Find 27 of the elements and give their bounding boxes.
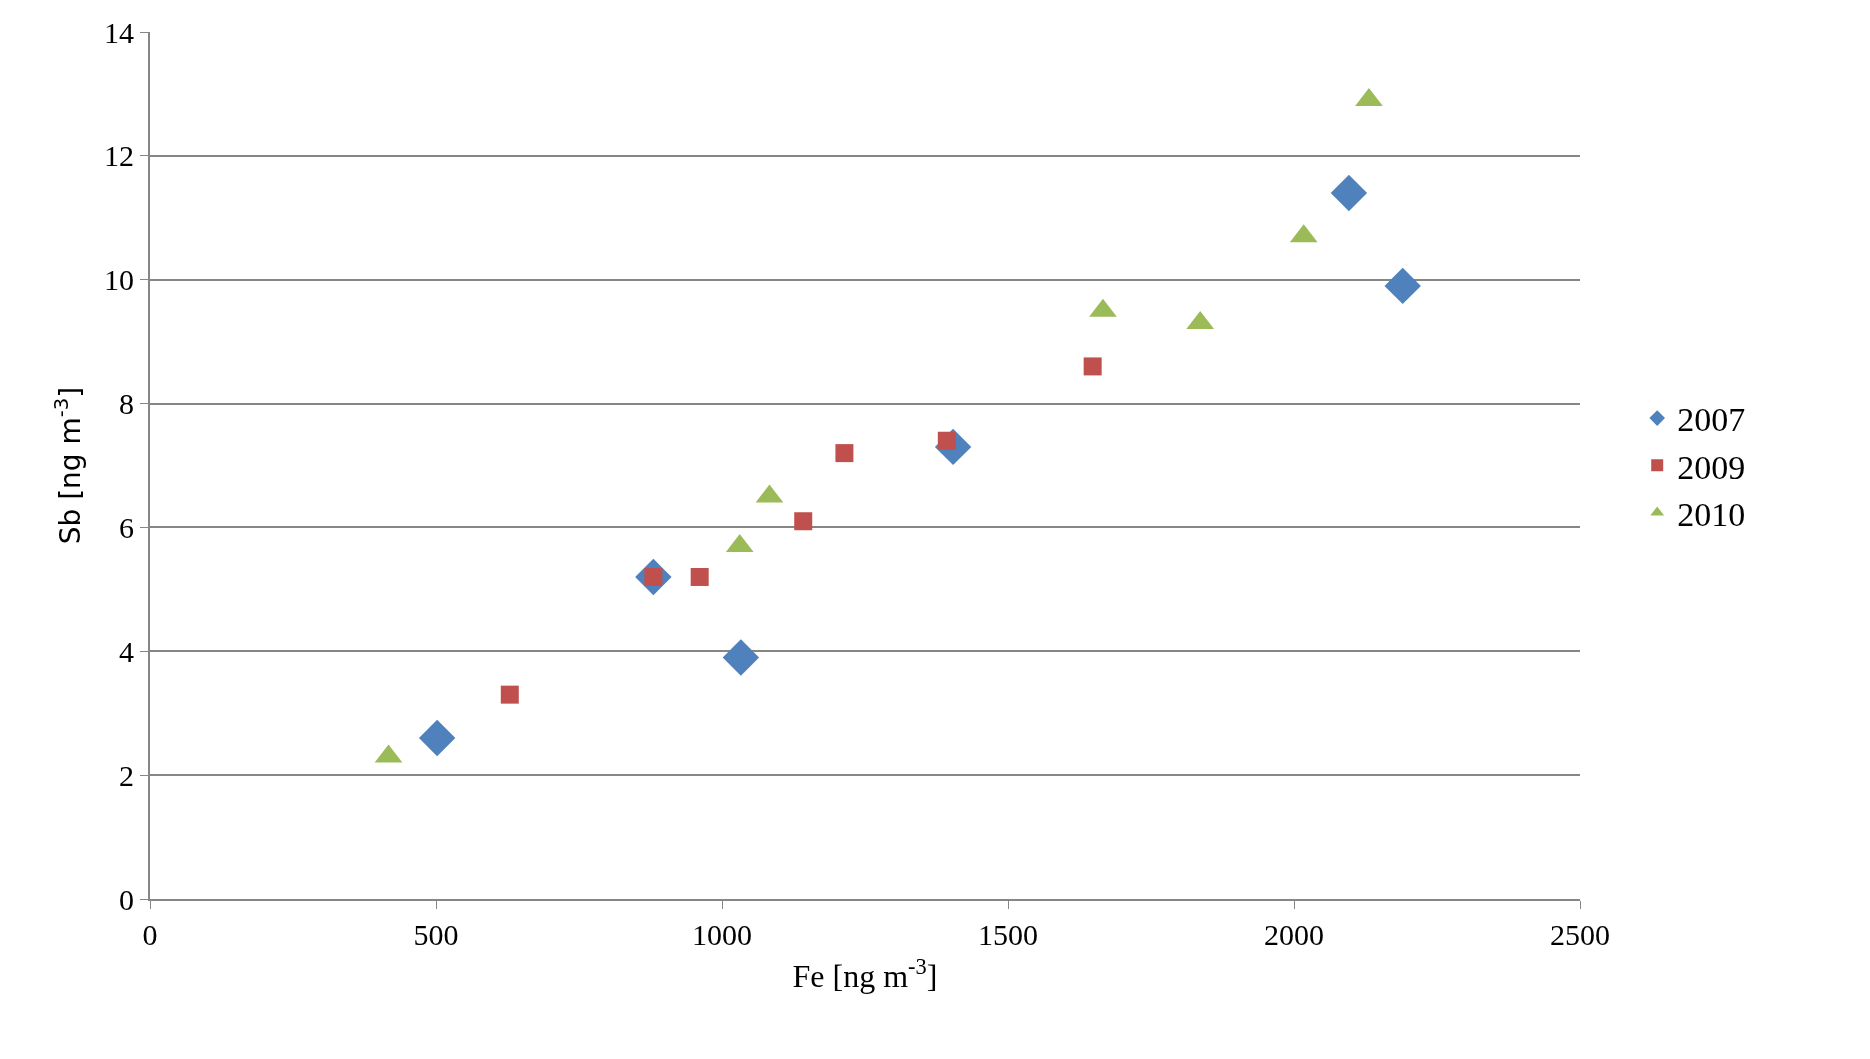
legend-label: 2007	[1677, 401, 1746, 439]
point	[1384, 267, 1421, 305]
x-tick-label: 1500	[978, 918, 1038, 951]
point	[418, 719, 456, 757]
y-tick-label: 8	[119, 387, 134, 421]
point	[1083, 357, 1102, 376]
x-tick-label: 0	[142, 918, 158, 951]
x-tick-label: 2000	[1264, 918, 1324, 951]
point	[1330, 174, 1368, 212]
y-tick-label: 10	[104, 263, 134, 297]
y-tick-label: 2	[119, 758, 134, 792]
y-tick-label: 6	[119, 510, 134, 544]
point	[690, 567, 709, 586]
x-axis-title: Fe [ng m$^{-3}$]	[792, 953, 938, 995]
y-tick-label: 12	[104, 139, 134, 173]
point	[500, 685, 519, 704]
point	[794, 512, 813, 531]
x-tick-label: 2500	[1550, 918, 1610, 951]
legend-label: 2009	[1677, 448, 1746, 486]
x-tick-label: 500	[413, 918, 459, 951]
point	[722, 639, 760, 676]
y-tick-label: 0	[119, 882, 134, 916]
y-tick-label: 4	[119, 634, 134, 668]
point	[835, 444, 854, 463]
legend-label: 2010	[1677, 495, 1746, 533]
x-tick-label: 1000	[692, 918, 752, 951]
y-tick-label: 14	[104, 15, 134, 49]
